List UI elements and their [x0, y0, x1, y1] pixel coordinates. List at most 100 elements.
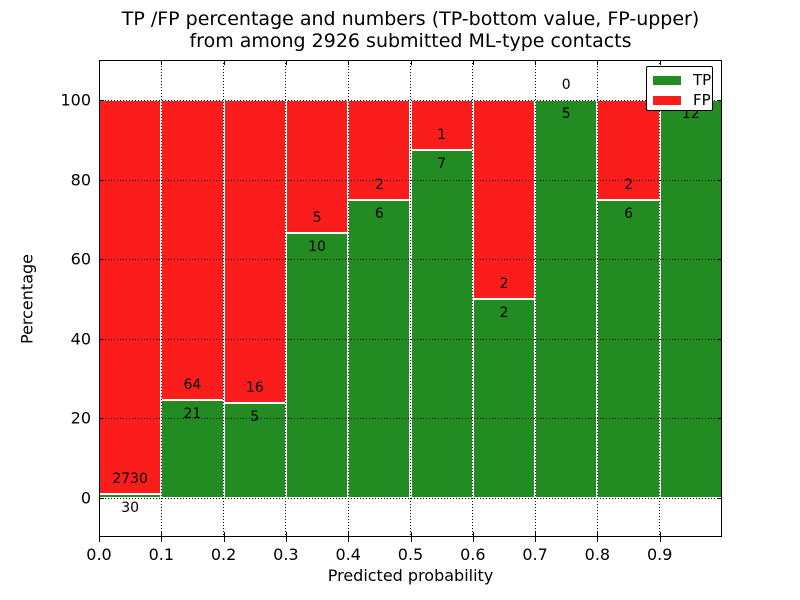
- x-tick-mark: [161, 532, 163, 537]
- y-tick-mark: [717, 259, 722, 261]
- y-tick-mark: [717, 418, 722, 420]
- y-tick-label: 0: [80, 488, 91, 508]
- y-axis-label: Percentage: [17, 253, 37, 345]
- fp-bar-segment: [99, 100, 162, 494]
- fp-color-swatch: [653, 96, 681, 105]
- tp-color-swatch: [653, 76, 681, 85]
- y-tick-label: 20: [70, 408, 91, 428]
- y-tick-mark: [717, 100, 722, 101]
- gridline: [596, 60, 598, 537]
- y-tick-label: 100: [60, 90, 91, 110]
- y-tick-label: 60: [70, 249, 91, 269]
- tp-bar-segment: [161, 399, 224, 498]
- x-tick-mark: [285, 532, 287, 537]
- fp-count-label: 1: [437, 126, 447, 143]
- tp-count-label: 30: [121, 499, 140, 516]
- fp-bar-segment: [597, 100, 660, 200]
- x-tick-mark: [535, 532, 537, 537]
- chart-title: TP /FP percentage and numbers (TP-bottom…: [99, 8, 722, 52]
- gridline: [347, 60, 349, 537]
- gridline: [534, 60, 536, 537]
- x-tick-mark: [161, 60, 163, 65]
- gridline: [472, 60, 474, 537]
- x-axis-label: Predicted probability: [327, 566, 494, 585]
- tp-count-label: 5: [250, 409, 260, 426]
- x-tick-label: 0.9: [646, 545, 673, 564]
- fp-bar-segment: [472, 100, 536, 299]
- fp-bar-segment: [223, 100, 286, 404]
- gridline: [160, 60, 162, 537]
- fp-bar-segment: [410, 100, 473, 150]
- fp-count-label: 64: [183, 376, 202, 393]
- y-tick-mark: [99, 259, 104, 261]
- x-tick-label: 0.6: [460, 545, 486, 564]
- fp-count-label: 2: [374, 176, 384, 193]
- fp-count-label: 2: [624, 176, 634, 193]
- fp-count-label: 16: [245, 380, 264, 397]
- tp-count-label: 21: [183, 405, 202, 422]
- x-tick-mark: [161, 537, 163, 542]
- tp-count-label: 2: [499, 305, 509, 321]
- tp-count-label: 10: [308, 238, 326, 255]
- tp-bar-segment: [348, 199, 411, 498]
- x-tick-label: 0.7: [522, 545, 548, 564]
- x-tick-mark: [223, 532, 225, 537]
- tp-count-label: 5: [561, 106, 571, 122]
- x-tick-label: 0.0: [86, 545, 112, 564]
- x-tick-mark: [472, 60, 474, 65]
- y-tick-mark: [99, 179, 104, 181]
- y-tick-label: 80: [70, 170, 91, 190]
- gridline: [410, 60, 411, 537]
- x-tick-mark: [597, 537, 599, 542]
- x-tick-mark: [410, 60, 412, 65]
- x-tick-mark: [285, 537, 287, 542]
- x-tick-mark: [348, 532, 350, 537]
- x-tick-mark: [348, 60, 350, 65]
- y-tick-label: 40: [70, 329, 91, 349]
- x-tick-mark: [348, 537, 350, 542]
- y-tick-mark: [99, 498, 104, 499]
- chart-title-line1: TP /FP percentage and numbers (TP-bottom…: [121, 8, 700, 30]
- gridline: [659, 60, 661, 537]
- chart-title-line2: from among 2926 submitted ML-type contac…: [189, 30, 632, 52]
- tp-bar-segment: [659, 100, 722, 498]
- gridline: [223, 60, 225, 537]
- x-tick-mark: [285, 60, 287, 65]
- tp-count-label: 7: [437, 155, 447, 172]
- x-tick-mark: [99, 60, 100, 65]
- x-tick-mark: [659, 60, 661, 65]
- x-tick-mark: [472, 537, 474, 542]
- fp-count-label: 2730: [112, 470, 148, 487]
- x-tick-mark: [99, 537, 100, 542]
- y-tick-mark: [717, 338, 722, 340]
- tp-bar-segment: [535, 100, 598, 498]
- tp-count-label: 6: [374, 205, 384, 222]
- x-tick-label: 0.3: [273, 545, 299, 564]
- tp-bar-segment: [472, 299, 536, 498]
- x-tick-mark: [410, 537, 412, 542]
- legend: TP FP: [646, 66, 713, 111]
- x-tick-label: 0.8: [584, 545, 611, 564]
- x-tick-mark: [597, 60, 599, 65]
- tp-bar-segment: [410, 149, 473, 498]
- fp-count-label: 0: [561, 77, 571, 93]
- legend-item-fp: FP: [647, 92, 712, 109]
- fp-count-label: 2: [499, 276, 509, 292]
- x-tick-mark: [535, 60, 537, 65]
- x-tick-label: 0.2: [210, 545, 237, 564]
- fp-bar-segment: [161, 100, 224, 400]
- x-tick-mark: [659, 537, 661, 542]
- x-tick-label: 0.4: [335, 545, 361, 564]
- tp-bar-segment: [285, 232, 349, 498]
- x-tick-mark: [597, 532, 599, 537]
- legend-label-tp: TP: [693, 71, 712, 89]
- x-tick-mark: [223, 60, 225, 65]
- y-tick-mark: [717, 498, 722, 499]
- x-tick-label: 0.1: [148, 545, 175, 564]
- x-tick-label: 0.5: [397, 545, 424, 564]
- x-tick-mark: [410, 532, 412, 537]
- legend-item-tp: TP: [647, 72, 712, 89]
- y-tick-mark: [99, 338, 104, 340]
- x-tick-mark: [472, 532, 474, 537]
